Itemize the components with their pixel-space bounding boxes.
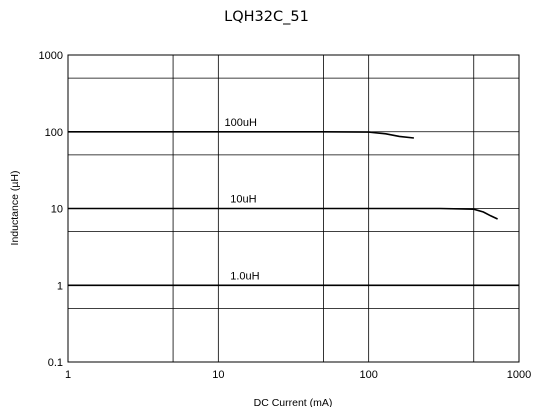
y-tick-label: 1 <box>57 280 63 292</box>
x-tick-label: 100 <box>359 369 377 381</box>
y-tick-label: 0.1 <box>48 357 63 369</box>
chart-title: LQH32C_51 <box>224 9 309 25</box>
y-tick-label: 1000 <box>39 50 63 62</box>
series-line-10uH <box>68 207 498 220</box>
series-line-100uH <box>68 131 414 139</box>
x-axis-label: DC Current (mA) <box>254 397 333 407</box>
x-tick-label: 1 <box>65 369 71 381</box>
x-tick-label: 1000 <box>507 369 531 381</box>
y-tick-label: 100 <box>45 127 63 139</box>
y-tick-label: 10 <box>51 204 63 216</box>
y-axis-label: Inductance (µH) <box>9 171 21 246</box>
series-label: 1.0uH <box>230 270 259 282</box>
series-label: 10uH <box>230 194 256 206</box>
series-label: 100uH <box>225 117 257 129</box>
x-tick-label: 10 <box>212 369 224 381</box>
